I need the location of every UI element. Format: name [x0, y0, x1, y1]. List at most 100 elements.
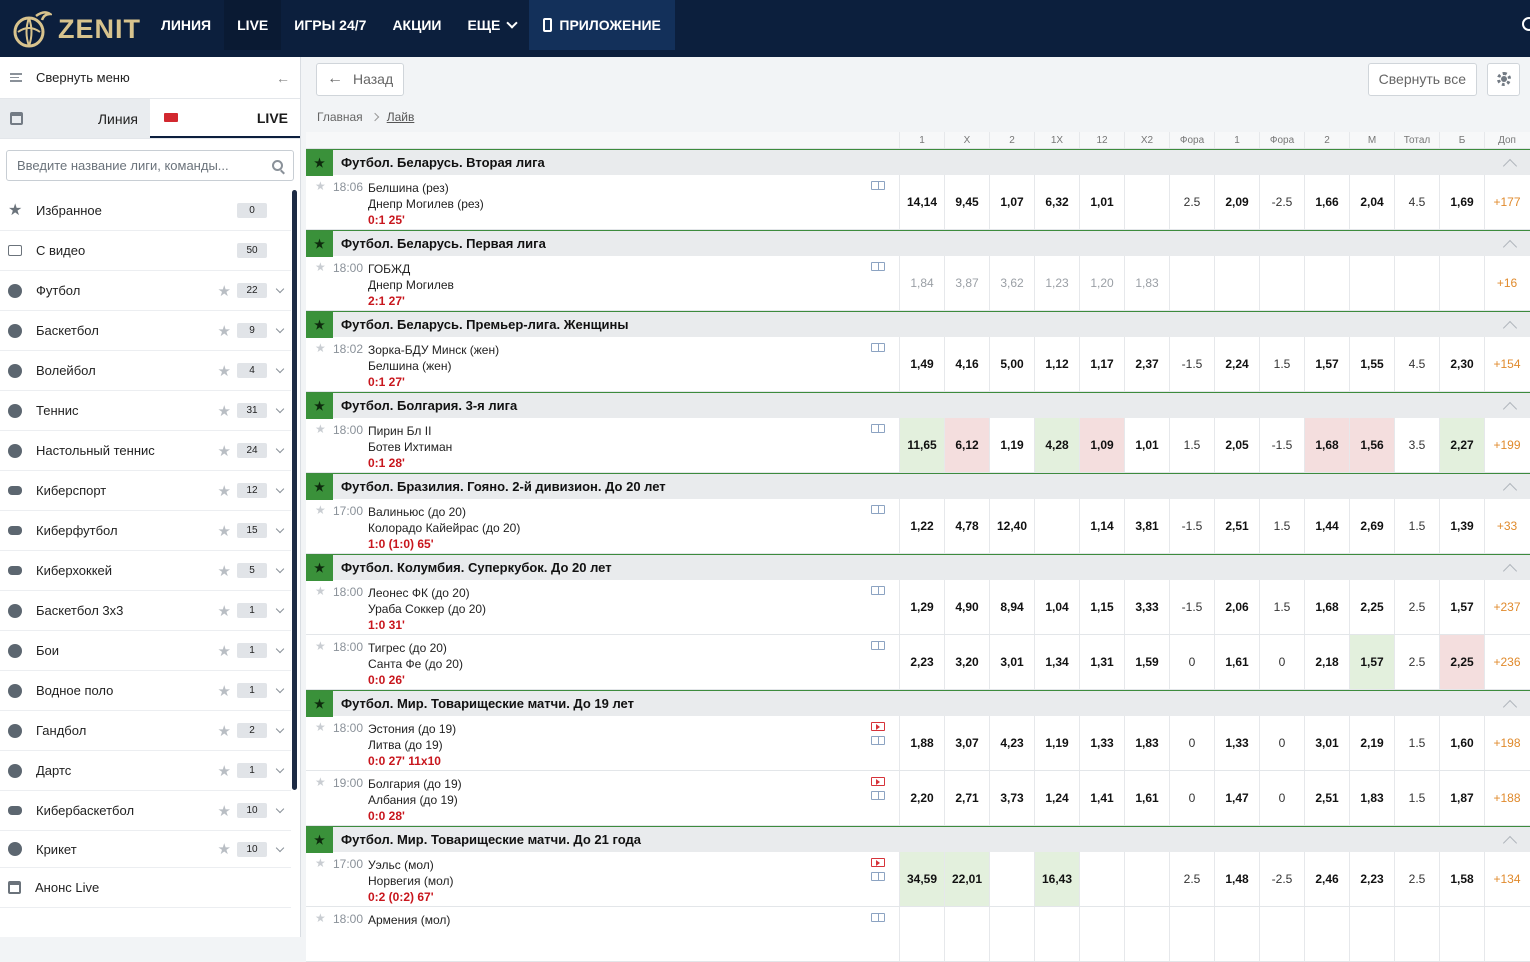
breadcrumb-home[interactable]: Главная — [317, 109, 363, 124]
league-header[interactable]: ★ Футбол. Беларусь. Премьер-лига. Женщины — [306, 311, 1530, 338]
odds-cell[interactable]: 1,55 — [1349, 337, 1394, 391]
sidebar-item[interactable]: Гандбол ★ 2 — [0, 711, 291, 751]
match-tracker-icon[interactable] — [871, 736, 885, 745]
league-header[interactable]: ★ Футбол. Бразилия. Гояно. 2-й дивизион. … — [306, 473, 1530, 500]
odds-cell[interactable]: -2.5 — [1259, 852, 1304, 906]
event-info[interactable]: ★ 18:00 Эстония (до 19) Литва (до 19) 0:0 27… — [306, 716, 899, 770]
odds-cell[interactable]: 3,73 — [989, 771, 1034, 825]
odds-cell[interactable]: -2.5 — [1259, 175, 1304, 229]
odds-cell[interactable]: 9,45 — [944, 175, 989, 229]
odds-cell[interactable]: 1,83 — [1349, 771, 1394, 825]
league-header[interactable]: ★ Футбол. Мир. Товарищеские матчи. До 21 … — [306, 826, 1530, 853]
more-markets-button[interactable]: +188 — [1484, 771, 1529, 825]
odds-cell[interactable]: 1,83 — [1124, 716, 1169, 770]
sidebar-item[interactable]: Киберхоккей ★ 5 — [0, 551, 291, 591]
odds-cell[interactable]: 2,46 — [1304, 852, 1349, 906]
odds-cell[interactable]: 3,62 — [989, 256, 1034, 310]
odds-cell[interactable]: 11,65 — [899, 418, 944, 472]
odds-cell[interactable]: 1,56 — [1349, 418, 1394, 472]
odds-cell[interactable]: 0 — [1259, 771, 1304, 825]
odds-cell[interactable]: 1,48 — [1214, 852, 1259, 906]
chevron-down-icon[interactable] — [275, 724, 285, 734]
odds-cell[interactable]: 1,83 — [1124, 256, 1169, 310]
odds-cell[interactable]: 2.5 — [1169, 175, 1214, 229]
odds-cell[interactable]: 3,20 — [944, 635, 989, 689]
chevron-down-icon[interactable] — [275, 364, 285, 374]
match-tracker-icon[interactable] — [871, 913, 885, 922]
collapse-all-button[interactable]: Свернуть все — [1367, 62, 1477, 96]
odds-cell[interactable]: 4,78 — [944, 499, 989, 553]
favorite-star-icon[interactable]: ★ — [315, 422, 326, 436]
odds-cell[interactable]: 22,01 — [944, 852, 989, 906]
favorite-star-icon[interactable]: ★ — [315, 775, 326, 789]
league-header[interactable]: ★ Футбол. Болгария. 3-я лига — [306, 392, 1530, 419]
zenit-logo[interactable]: ZENIT — [10, 4, 141, 54]
odds-cell[interactable]: 3,33 — [1124, 580, 1169, 634]
league-star-icon[interactable]: ★ — [306, 826, 333, 853]
odds-cell[interactable]: 1.5 — [1169, 418, 1214, 472]
favorite-star-icon[interactable]: ★ — [315, 260, 326, 274]
tab-linia[interactable]: Линия — [0, 99, 150, 138]
sidebar-item[interactable]: Теннис ★ 31 — [0, 391, 291, 431]
chevron-up-icon[interactable] — [1502, 482, 1518, 497]
odds-cell[interactable]: 1,31 — [1079, 635, 1124, 689]
odds-cell[interactable]: 1,24 — [1034, 771, 1079, 825]
favorite-star-icon[interactable]: ★ — [217, 762, 231, 780]
odds-cell[interactable]: 1,41 — [1079, 771, 1124, 825]
search-input[interactable]: Введите название лиги, команды... — [6, 150, 294, 181]
odds-cell[interactable]: 6,32 — [1034, 175, 1079, 229]
odds-cell[interactable]: 2,37 — [1124, 337, 1169, 391]
odds-cell[interactable]: 3,01 — [989, 635, 1034, 689]
odds-cell[interactable]: 1.5 — [1394, 716, 1439, 770]
more-markets-button[interactable]: +154 — [1484, 337, 1529, 391]
nav-promo[interactable]: АКЦИИ — [379, 0, 454, 50]
chevron-up-icon[interactable] — [1502, 239, 1518, 254]
odds-cell[interactable]: 1,49 — [899, 337, 944, 391]
sidebar-item[interactable]: Крикет ★ 10 — [0, 831, 291, 868]
odds-cell[interactable]: 4.5 — [1394, 175, 1439, 229]
odds-cell[interactable]: 2.5 — [1169, 852, 1214, 906]
sidebar-item[interactable]: С видео 50 — [0, 231, 291, 271]
more-markets-button[interactable]: +236 — [1484, 635, 1529, 689]
league-star-icon[interactable]: ★ — [306, 554, 333, 581]
odds-cell[interactable]: 2.5 — [1394, 852, 1439, 906]
video-stream-icon[interactable] — [871, 858, 885, 867]
search-icon[interactable] — [272, 160, 283, 171]
odds-cell[interactable]: 1.5 — [1394, 771, 1439, 825]
odds-cell[interactable]: 1,84 — [899, 256, 944, 310]
chevron-up-icon[interactable] — [1502, 835, 1518, 850]
event-info[interactable]: ★ 17:00 Уэльс (мол) Норвегия (мол) 0:2 (0:2)… — [306, 852, 899, 906]
odds-cell[interactable]: 1,33 — [1214, 716, 1259, 770]
odds-cell[interactable]: 1,19 — [989, 418, 1034, 472]
odds-cell[interactable]: 2,23 — [1349, 852, 1394, 906]
odds-cell[interactable]: 5,00 — [989, 337, 1034, 391]
favorite-star-icon[interactable]: ★ — [315, 503, 326, 517]
odds-cell[interactable]: 0 — [1169, 771, 1214, 825]
league-star-icon[interactable]: ★ — [306, 473, 333, 500]
event-info[interactable]: ★ 18:00 Пирин Бл II Ботев Ихтиман 0:1 28' — [306, 418, 899, 472]
chevron-up-icon[interactable] — [1502, 320, 1518, 335]
favorite-star-icon[interactable]: ★ — [315, 584, 326, 598]
odds-cell[interactable]: 1,44 — [1304, 499, 1349, 553]
odds-cell[interactable]: 1,09 — [1079, 418, 1124, 472]
odds-cell[interactable]: 1,58 — [1439, 852, 1484, 906]
league-star-icon[interactable]: ★ — [306, 311, 333, 338]
chevron-down-icon[interactable] — [275, 764, 285, 774]
favorite-star-icon[interactable]: ★ — [217, 442, 231, 460]
more-markets-button[interactable]: +237 — [1484, 580, 1529, 634]
odds-cell[interactable]: 2,51 — [1214, 499, 1259, 553]
sidebar-item[interactable]: Футбол ★ 22 — [0, 271, 291, 311]
odds-cell[interactable]: 1,39 — [1439, 499, 1484, 553]
event-info[interactable]: ★ 18:00 Леонес ФК (до 20) Ураба Соккер (до … — [306, 580, 899, 634]
event-info[interactable]: ★ 18:00 Армения (мол) — [306, 907, 899, 961]
odds-cell[interactable]: 1,47 — [1214, 771, 1259, 825]
chevron-down-icon[interactable] — [275, 284, 285, 294]
odds-cell[interactable]: 2,51 — [1304, 771, 1349, 825]
odds-cell[interactable]: 4,90 — [944, 580, 989, 634]
settings-button[interactable] — [1487, 62, 1520, 96]
sidebar-item[interactable]: Водное поло ★ 1 — [0, 671, 291, 711]
odds-cell[interactable]: 1.5 — [1259, 580, 1304, 634]
favorite-star-icon[interactable]: ★ — [217, 562, 231, 580]
odds-cell[interactable]: 2,71 — [944, 771, 989, 825]
favorite-star-icon[interactable]: ★ — [315, 341, 326, 355]
